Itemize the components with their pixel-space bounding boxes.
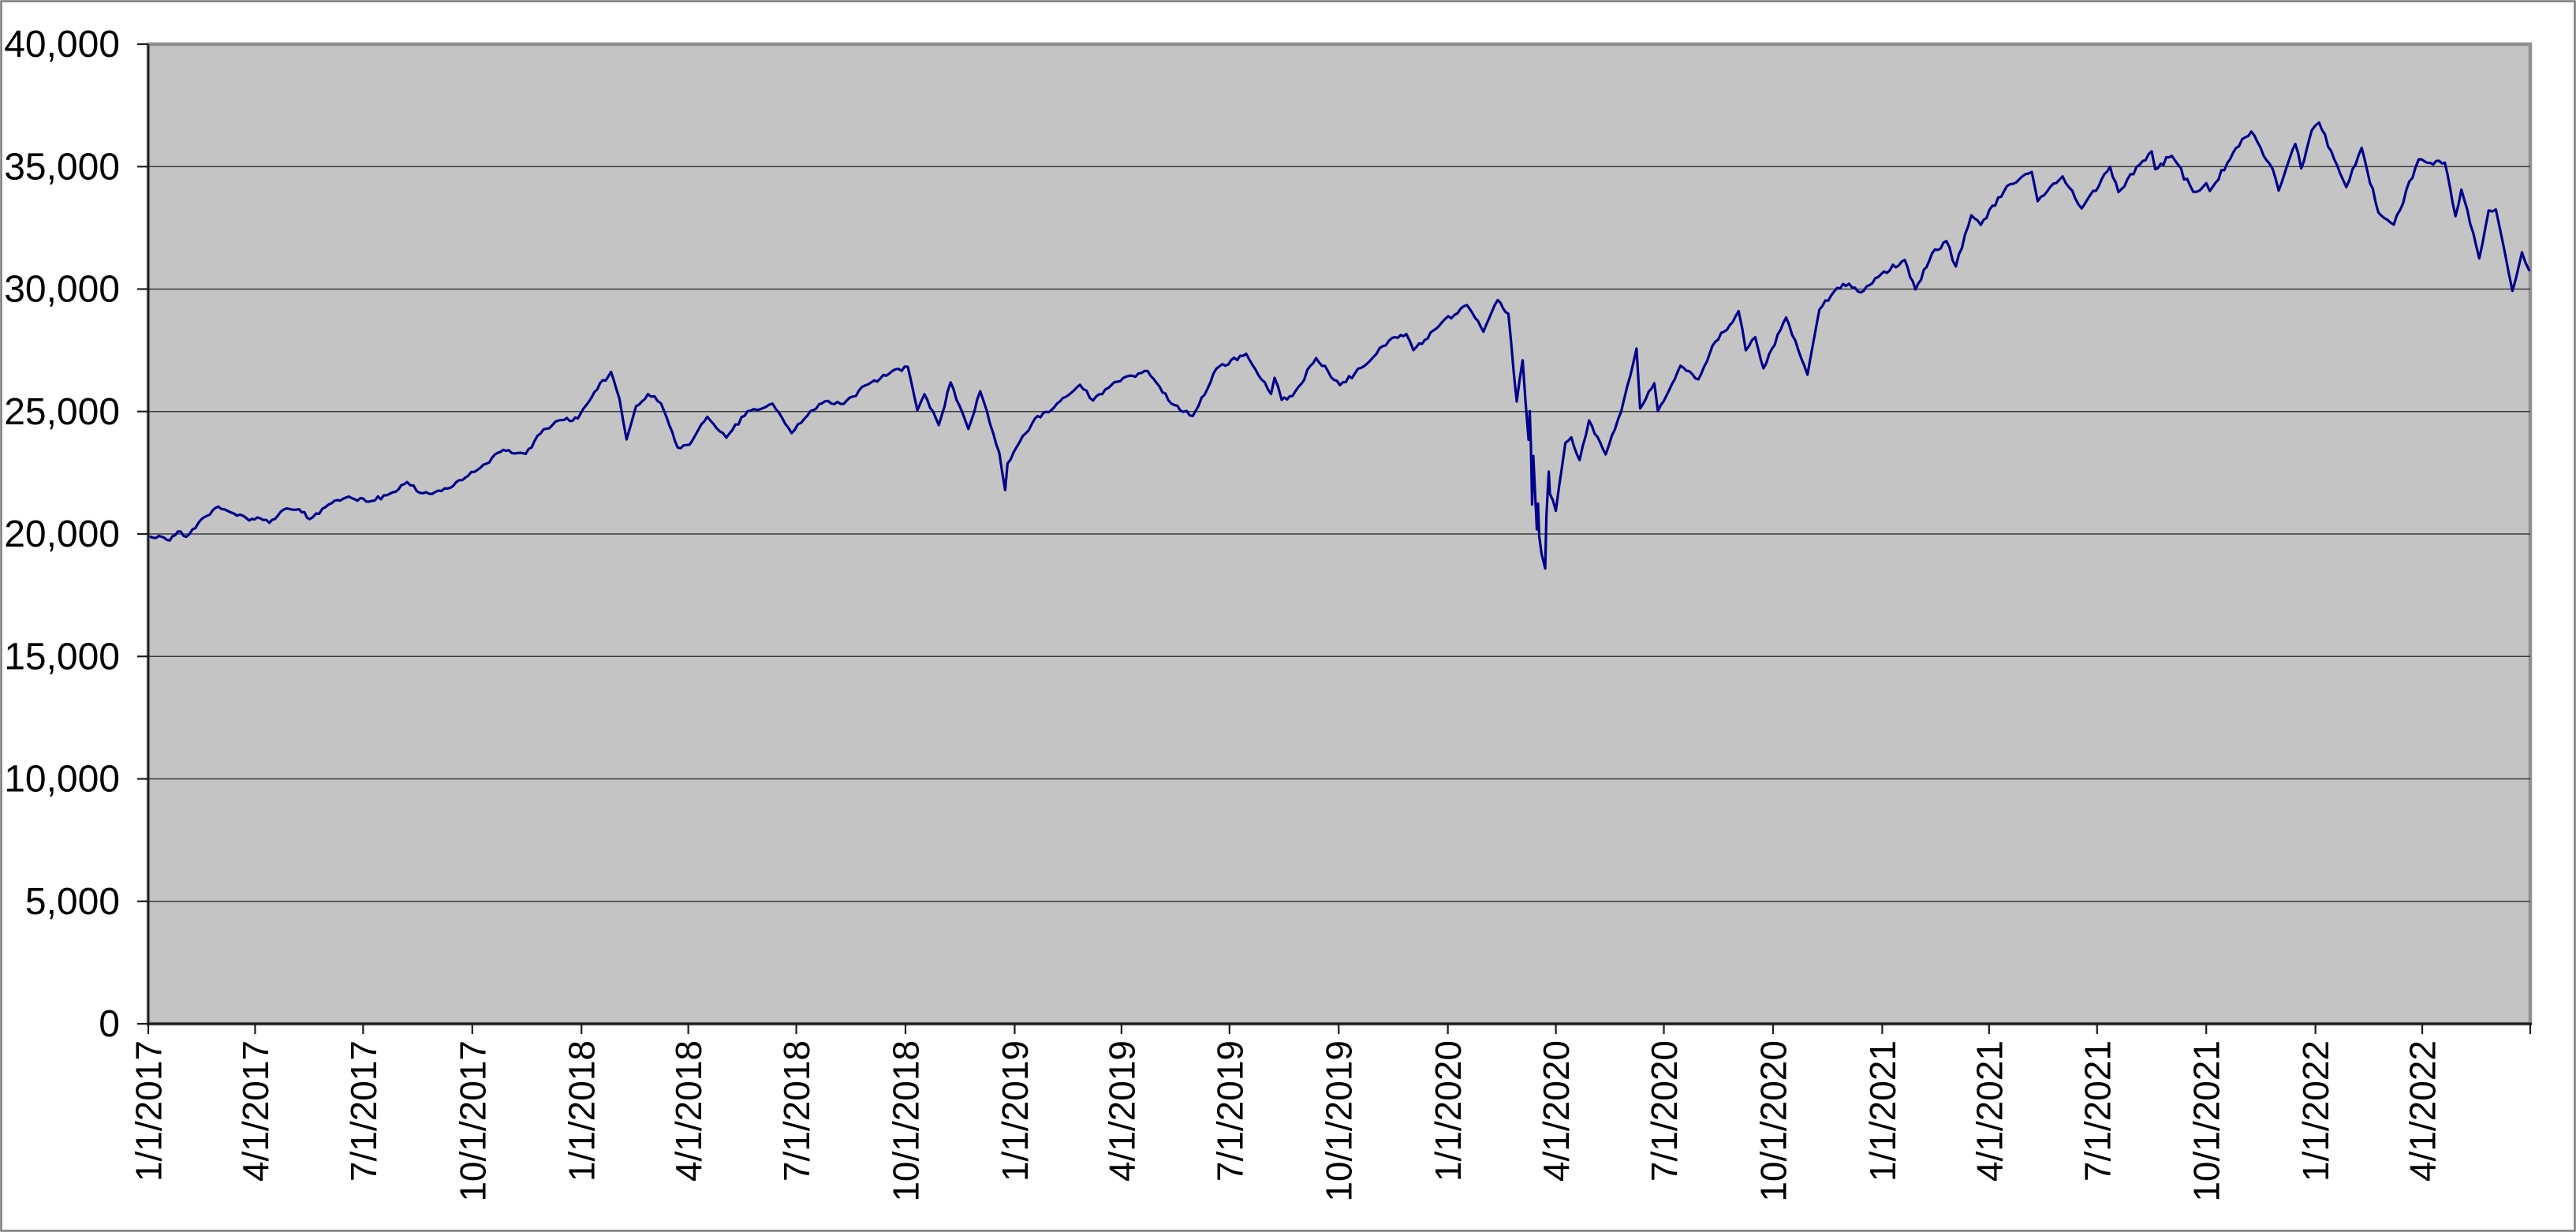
x-axis-tick-label: 4/1/2021 <box>1969 1040 2010 1182</box>
x-axis-tick-label: 7/1/2017 <box>343 1040 384 1182</box>
x-axis-tick-label: 10/1/2018 <box>886 1040 927 1202</box>
x-axis-tick-label: 4/1/2020 <box>1536 1040 1577 1182</box>
x-axis-tick-label: 7/1/2021 <box>2077 1040 2118 1182</box>
y-axis-tick-label: 30,000 <box>4 269 120 311</box>
x-axis-tick-label: 10/1/2021 <box>2186 1040 2227 1202</box>
x-axis-tick-label: 1/1/2018 <box>562 1040 603 1182</box>
y-axis-labels: 0 5,000 10,000 15,000 20,000 25,000 30,000 35,0… <box>4 24 120 1045</box>
x-axis-tick-label: 4/1/2022 <box>2402 1040 2443 1182</box>
x-axis-tick-label: 1/1/2019 <box>995 1040 1036 1182</box>
y-axis-tick-label: 10,000 <box>4 759 120 801</box>
x-axis-tick-label: 4/1/2018 <box>668 1040 709 1182</box>
y-axis-tick-label: 15,000 <box>4 636 120 678</box>
x-axis-tick-label: 10/1/2020 <box>1753 1040 1794 1202</box>
y-axis-tick-label: 20,000 <box>4 513 120 555</box>
x-axis-labels: 1/1/2017 4/1/2017 7/1/2017 10/1/2017 1/1/201… <box>129 1040 2443 1202</box>
y-axis-tick-label: 25,000 <box>4 391 120 433</box>
x-axis-tick-label: 1/1/2022 <box>2295 1040 2336 1182</box>
y-axis-tick-label: 5,000 <box>25 881 120 923</box>
y-axis-tick-label: 35,000 <box>4 146 120 188</box>
x-axis-tick-label: 7/1/2018 <box>776 1040 817 1182</box>
series-line <box>149 121 2531 570</box>
x-axis-ticks <box>147 1025 2532 1034</box>
y-gridlines <box>148 166 2530 902</box>
y-axis-tick-label: 40,000 <box>4 24 120 65</box>
x-axis-tick-label: 7/1/2019 <box>1209 1040 1250 1182</box>
y-axis-tick-label: 0 <box>99 1003 120 1045</box>
y-axis-ticks <box>137 43 147 1025</box>
x-axis-tick-label: 10/1/2017 <box>452 1040 493 1202</box>
x-axis-tick-label: 4/1/2017 <box>235 1040 276 1182</box>
x-axis-tick-label: 10/1/2019 <box>1319 1040 1360 1202</box>
x-axis-tick-label: 1/1/2017 <box>129 1040 170 1182</box>
x-axis-tick-label: 1/1/2020 <box>1428 1040 1469 1182</box>
x-axis-tick-label: 4/1/2019 <box>1101 1040 1142 1182</box>
x-axis-tick-label: 7/1/2020 <box>1644 1040 1685 1182</box>
x-axis-tick-label: 1/1/2021 <box>1862 1040 1903 1182</box>
